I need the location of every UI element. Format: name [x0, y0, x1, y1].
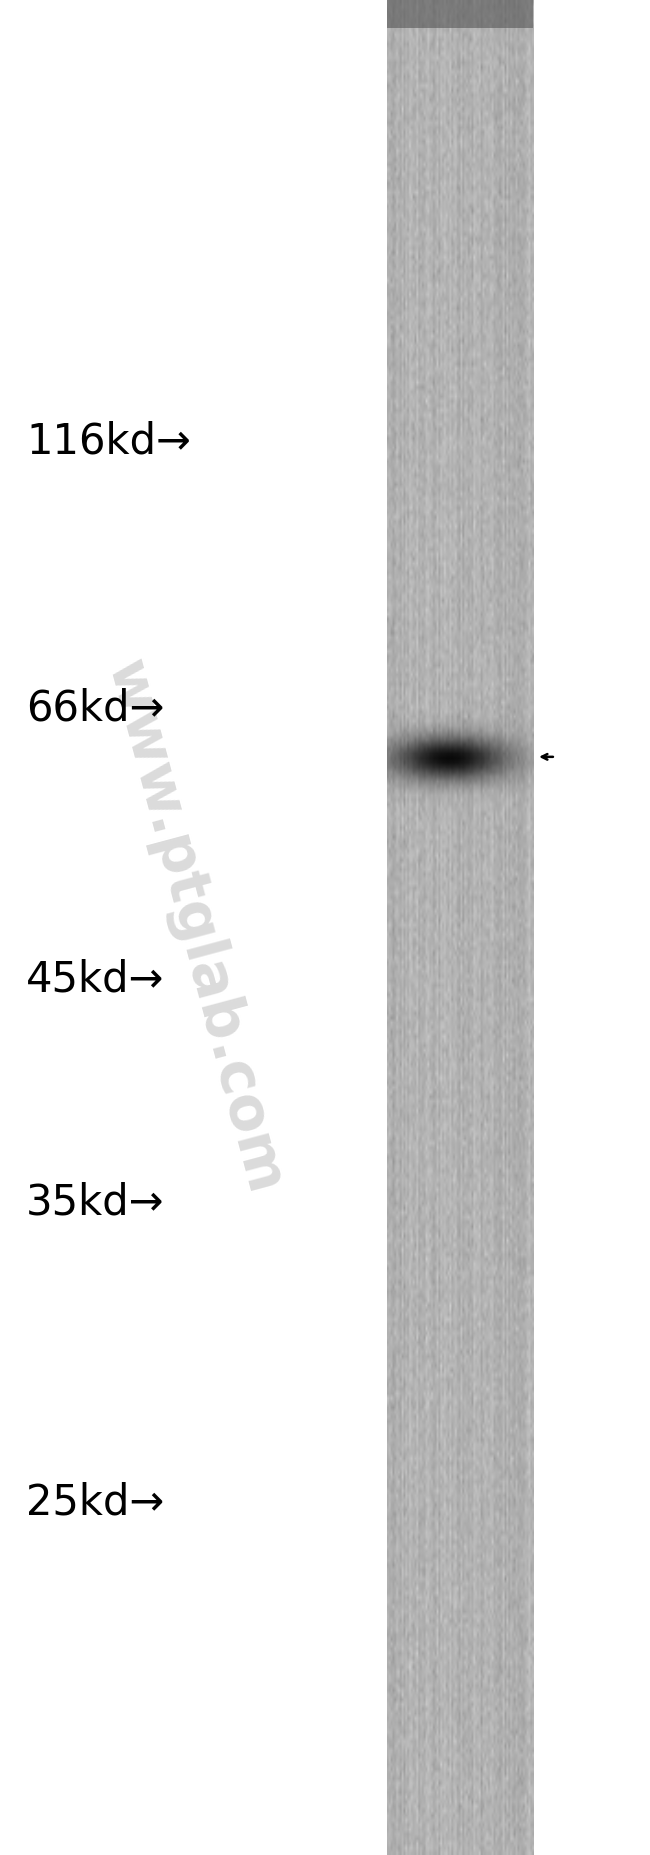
Text: 35kd→: 35kd→ [26, 1182, 164, 1222]
Text: 66kd→: 66kd→ [26, 688, 164, 729]
Text: 45kd→: 45kd→ [26, 959, 164, 1000]
Text: www.ptglab.com: www.ptglab.com [96, 655, 294, 1200]
Text: 116kd→: 116kd→ [26, 421, 191, 462]
Text: 25kd→: 25kd→ [26, 1482, 164, 1523]
Bar [387, 0, 533, 28]
